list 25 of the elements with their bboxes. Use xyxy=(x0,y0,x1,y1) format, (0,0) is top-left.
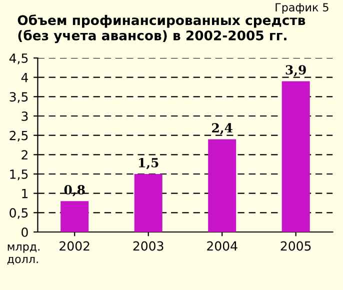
bar xyxy=(208,139,236,232)
y-tick-label: 1 xyxy=(22,188,28,198)
bar xyxy=(134,174,162,232)
data-label: 1,5 xyxy=(139,158,158,170)
x-tick-label: 2004 xyxy=(207,241,238,251)
data-label: 0,8 xyxy=(64,185,85,196)
y-tick-label: 0 xyxy=(22,227,28,237)
data-label: 2,4 xyxy=(212,123,232,134)
y-tick-label: 2,5 xyxy=(10,130,28,142)
bar xyxy=(60,201,89,232)
y-tick-label: 2 xyxy=(22,150,28,160)
y-tick-label: 3,5 xyxy=(10,92,28,103)
bar xyxy=(282,81,310,232)
chart-title: Объем профинансированных средств (без учета авансов) в 2002-2005 гг. xyxy=(18,14,306,44)
x-tick-label: 2003 xyxy=(133,241,164,251)
x-tick-label: 2005 xyxy=(280,241,311,251)
text: График 5 xyxy=(276,3,328,14)
y-tick-label: 1,5 xyxy=(10,170,28,180)
y-tick-label: 4,5 xyxy=(9,54,28,64)
y-tick-label: 4 xyxy=(21,72,28,82)
data-label: 3,9 xyxy=(286,65,306,76)
y-tick-label: 3 xyxy=(22,111,28,121)
x-tick-label: 2002 xyxy=(60,241,90,251)
y-tick-label: 0,5 xyxy=(10,208,28,219)
text: млрд. долл. xyxy=(7,244,40,265)
